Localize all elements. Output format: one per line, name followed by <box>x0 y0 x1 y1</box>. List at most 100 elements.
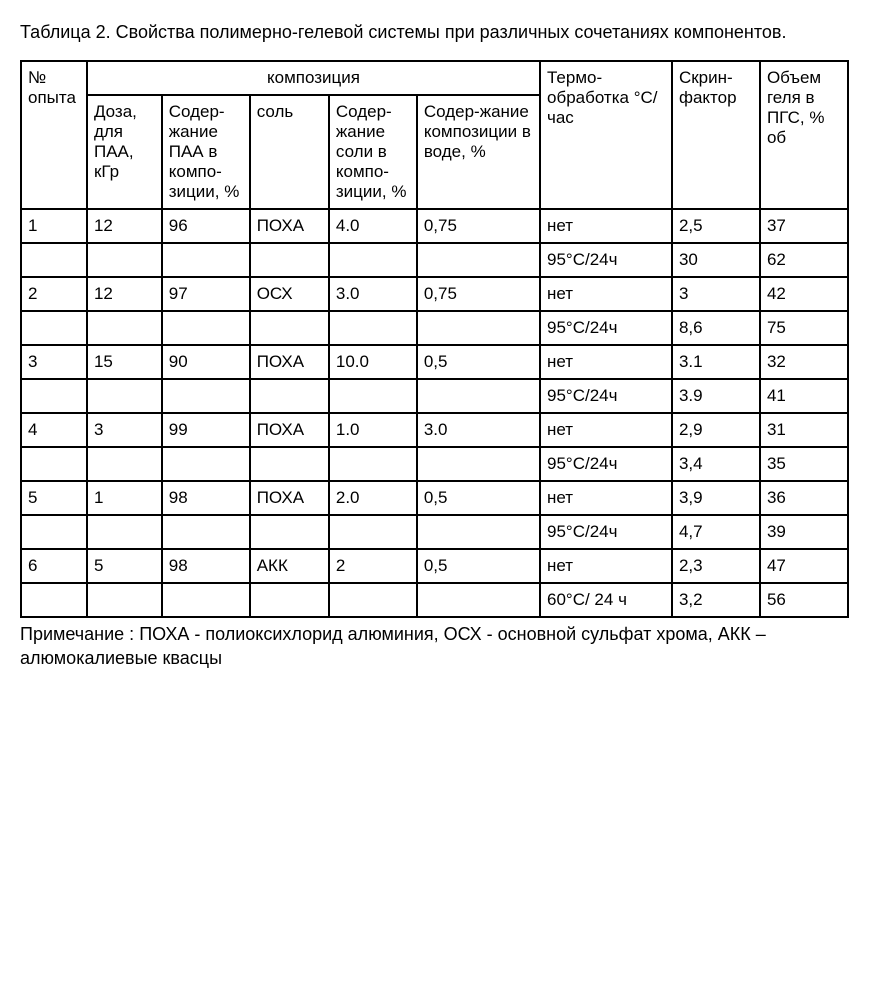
cell-obem: 31 <box>760 413 848 447</box>
cell-termo: 95°C/24ч <box>540 379 672 413</box>
table-row: 60°C/ 24 ч3,256 <box>21 583 848 617</box>
cell-obem: 75 <box>760 311 848 345</box>
cell-komp: 0,75 <box>417 277 540 311</box>
cell-termo: нет <box>540 413 672 447</box>
cell-soli <box>329 311 417 345</box>
cell-sol <box>250 243 329 277</box>
cell-doza <box>87 583 162 617</box>
cell-soli: 2 <box>329 549 417 583</box>
cell-skrin: 2,5 <box>672 209 760 243</box>
table-row: 95°C/24ч3062 <box>21 243 848 277</box>
cell-paa <box>162 583 250 617</box>
cell-skrin: 30 <box>672 243 760 277</box>
cell-obem: 32 <box>760 345 848 379</box>
cell-termo: нет <box>540 345 672 379</box>
cell-soli <box>329 243 417 277</box>
cell-termo: 95°C/24ч <box>540 515 672 549</box>
cell-skrin: 3,2 <box>672 583 760 617</box>
cell-doza: 5 <box>87 549 162 583</box>
cell-sol <box>250 583 329 617</box>
header-soli: Содер-жание соли в компо-зиции, % <box>329 95 417 209</box>
cell-komp: 0,5 <box>417 549 540 583</box>
cell-sol: АКК <box>250 549 329 583</box>
cell-n: 1 <box>21 209 87 243</box>
cell-obem: 35 <box>760 447 848 481</box>
cell-doza: 12 <box>87 277 162 311</box>
table-row: 95°C/24ч8,675 <box>21 311 848 345</box>
cell-termo: нет <box>540 481 672 515</box>
cell-n <box>21 379 87 413</box>
cell-komp: 0,5 <box>417 345 540 379</box>
cell-paa: 98 <box>162 549 250 583</box>
cell-paa <box>162 447 250 481</box>
cell-n <box>21 515 87 549</box>
table-row: 95°C/24ч4,739 <box>21 515 848 549</box>
cell-skrin: 3,9 <box>672 481 760 515</box>
cell-doza: 12 <box>87 209 162 243</box>
cell-komp <box>417 447 540 481</box>
header-sol: соль <box>250 95 329 209</box>
cell-termo: 95°C/24ч <box>540 447 672 481</box>
table-row: 4399ПОХА1.03.0нет2,931 <box>21 413 848 447</box>
cell-soli: 4.0 <box>329 209 417 243</box>
cell-obem: 56 <box>760 583 848 617</box>
cell-soli <box>329 583 417 617</box>
cell-n <box>21 311 87 345</box>
cell-doza <box>87 515 162 549</box>
cell-soli <box>329 515 417 549</box>
cell-soli: 10.0 <box>329 345 417 379</box>
cell-komp <box>417 311 540 345</box>
cell-n: 4 <box>21 413 87 447</box>
cell-soli <box>329 447 417 481</box>
cell-doza <box>87 379 162 413</box>
cell-skrin: 2,3 <box>672 549 760 583</box>
cell-skrin: 4,7 <box>672 515 760 549</box>
header-termo: Термо-обработка °C/час <box>540 61 672 209</box>
cell-sol: ПОХА <box>250 345 329 379</box>
cell-sol: ОСХ <box>250 277 329 311</box>
note-text: Примечание : ПОХА - полиоксихлорид алюми… <box>20 623 849 670</box>
table-row: 95°C/24ч3,435 <box>21 447 848 481</box>
cell-obem: 41 <box>760 379 848 413</box>
cell-paa: 90 <box>162 345 250 379</box>
cell-sol <box>250 515 329 549</box>
cell-termo: 60°C/ 24 ч <box>540 583 672 617</box>
cell-termo: нет <box>540 549 672 583</box>
cell-komp: 0,75 <box>417 209 540 243</box>
cell-obem: 42 <box>760 277 848 311</box>
header-doza: Доза, для ПАА, кГр <box>87 95 162 209</box>
table-caption: Таблица 2. Свойства полимерно-гелевой си… <box>20 20 849 45</box>
table-row: 5198ПОХА2.00,5нет3,936 <box>21 481 848 515</box>
cell-soli: 1.0 <box>329 413 417 447</box>
cell-sol <box>250 447 329 481</box>
cell-komp: 0,5 <box>417 481 540 515</box>
table-row: 21297ОСХ3.00,75нет342 <box>21 277 848 311</box>
cell-n <box>21 243 87 277</box>
cell-skrin: 3.9 <box>672 379 760 413</box>
cell-paa <box>162 379 250 413</box>
cell-n: 2 <box>21 277 87 311</box>
table-row: 6598АКК20,5нет2,347 <box>21 549 848 583</box>
cell-komp <box>417 243 540 277</box>
cell-paa: 96 <box>162 209 250 243</box>
cell-sol <box>250 311 329 345</box>
cell-doza: 15 <box>87 345 162 379</box>
cell-termo: нет <box>540 209 672 243</box>
header-komp: Содер-жание композиции в воде, % <box>417 95 540 209</box>
cell-doza <box>87 311 162 345</box>
cell-skrin: 8,6 <box>672 311 760 345</box>
cell-obem: 37 <box>760 209 848 243</box>
cell-komp <box>417 515 540 549</box>
cell-sol: ПОХА <box>250 413 329 447</box>
cell-termo: 95°C/24ч <box>540 311 672 345</box>
cell-paa <box>162 515 250 549</box>
cell-doza: 3 <box>87 413 162 447</box>
cell-n <box>21 583 87 617</box>
cell-komp <box>417 583 540 617</box>
cell-komp: 3.0 <box>417 413 540 447</box>
cell-sol: ПОХА <box>250 481 329 515</box>
header-skrin: Скрин-фактор <box>672 61 760 209</box>
header-kompoziciya: композиция <box>87 61 540 95</box>
cell-n: 6 <box>21 549 87 583</box>
cell-obem: 36 <box>760 481 848 515</box>
